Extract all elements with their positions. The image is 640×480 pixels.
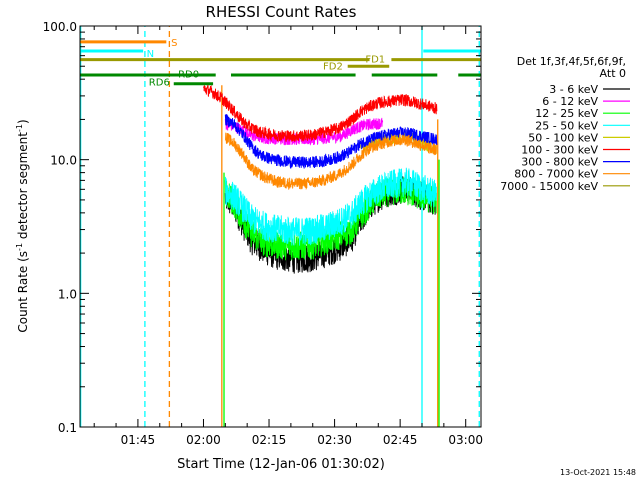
legend-label-7000-15000-kev: 7000 - 15000 keV [500,180,598,193]
y-axis-label-sup2: -1 [15,124,24,132]
y-axis-label-part2: detector segment [16,132,30,243]
legend-label-12-25-kev: 12 - 25 keV [535,107,598,120]
y-tick-label: 1.0 [58,287,77,301]
series-800-7000-kev [224,132,437,191]
series-300-800-kev [224,113,438,170]
series-12-25-kev [224,176,437,261]
footer-timestamp: 13-Oct-2021 15:48 [560,468,636,477]
y-axis-label: Count Rate (s-1 detector segment-1) [15,119,30,332]
legend-label-6-12-kev: 6 - 12 keV [542,95,598,108]
legend-label-50-100-kev: 50 - 100 keV [528,131,598,144]
chart-title: RHESSI Count Rates [206,3,357,21]
x-tick-label: 01:45 [121,433,156,447]
x-tick-label: 03:00 [448,433,483,447]
y-tick-label: 10.0 [50,154,77,168]
x-tick-label: 02:45 [383,433,418,447]
y-axis-ticks: 0.1 1.0 10.0 100.0 [43,20,481,435]
x-axis-ticks: 01:45 02:00 02:15 02:30 02:45 03:00 [93,26,483,447]
y-axis-label-part3: ) [16,119,30,124]
data-series [203,84,438,274]
bar-label-rd0: RD0 [178,70,199,81]
legend-label-3-6-kev: 3 - 6 keV [549,83,598,96]
bar-label-fd2: FD2 [323,62,343,73]
y-axis-label-sup1: -1 [15,243,24,251]
plot-frame [79,25,482,428]
overlay-lines [80,26,480,427]
legend-label-800-7000-kev: 800 - 7000 keV [514,168,598,181]
y-axis-label-part1: Count Rate (s [16,251,30,333]
legend-header-1: Att 0 [600,67,626,80]
attenuator-bars: S N FD1 FD2 RD0 RD6 [80,38,481,88]
x-tick-label: 02:15 [252,433,287,447]
x-axis-label: Start Time (12-Jan-06 01:30:02) [177,457,385,472]
series-100-300-kev [203,84,438,142]
legend-label-300-800-kev: 300 - 800 keV [521,156,598,169]
legend-header-0: Det 1f,3f,4f,5f,6f,9f, [517,55,626,68]
y-tick-label: 0.1 [58,421,77,435]
bar-label-n: N [147,49,154,60]
bar-label-rd6: RD6 [149,77,170,88]
x-tick-label: 02:00 [186,433,221,447]
legend-label-25-50-kev: 25 - 50 keV [535,119,598,132]
bar-label-fd1: FD1 [365,55,385,66]
bar-label-s: S [171,38,177,49]
y-tick-label: 100.0 [43,20,77,34]
legend-label-100-300-kev: 100 - 300 keV [521,144,598,157]
series-6-12-kev [224,117,384,146]
x-tick-label: 02:30 [317,433,352,447]
series-25-50-kev [224,167,437,246]
